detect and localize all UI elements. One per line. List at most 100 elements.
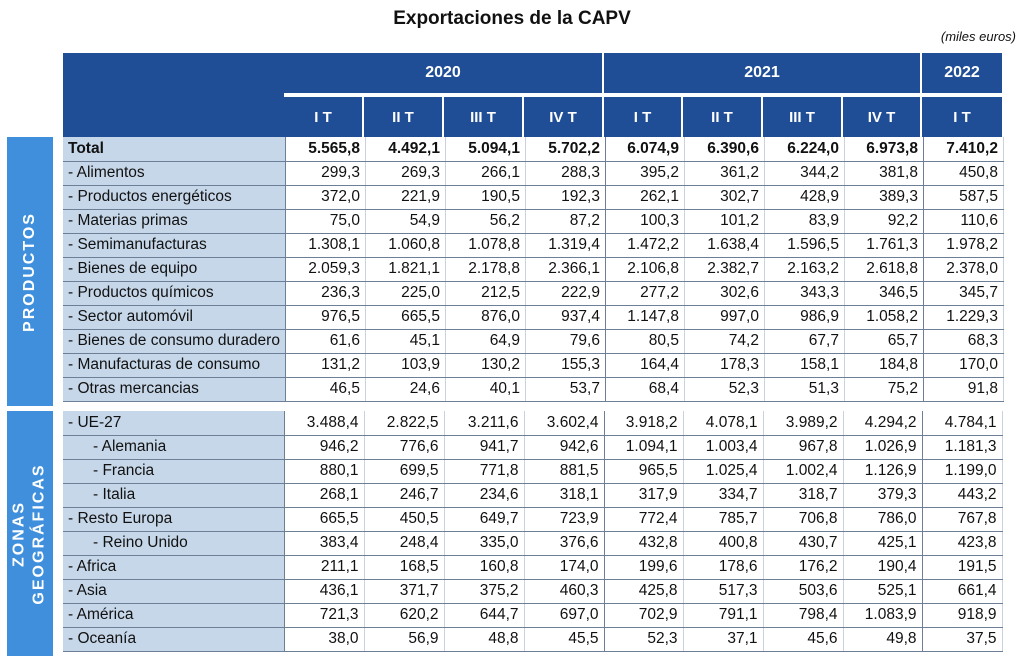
value-cell: 1.638,4 — [684, 233, 765, 258]
value-cell: 2.178,8 — [445, 257, 526, 282]
section-label-productos-text: PRODUCTOS — [21, 211, 38, 332]
quarter-header: II T — [364, 97, 444, 137]
value-cell: 158,1 — [764, 353, 845, 378]
value-cell: 56,9 — [364, 627, 445, 652]
value-cell: 92,2 — [844, 209, 924, 234]
row-label: - Manufacturas de consumo — [63, 353, 286, 378]
section-label-zonas-text: ZONAS GEOGRÁFICAS — [10, 463, 50, 604]
table-row: - Manufacturas de consumo 131,2 103,9 130,2… — [63, 353, 1004, 378]
value-cell: 1.181,3 — [922, 435, 1003, 460]
value-cell: 3.211,6 — [444, 411, 525, 436]
value-cell: 110,6 — [923, 209, 1004, 234]
value-cell: 40,1 — [445, 377, 526, 402]
value-cell: 318,1 — [524, 483, 605, 508]
value-cell: 190,4 — [843, 555, 923, 580]
quarter-header: III T — [444, 97, 524, 137]
value-cell: 786,0 — [843, 507, 923, 532]
value-cell: 381,8 — [844, 161, 924, 186]
value-cell: 269,3 — [365, 161, 446, 186]
value-cell: 881,5 — [524, 459, 605, 484]
value-cell: 937,4 — [525, 305, 606, 330]
table-row: - América 721,3 620,2 644,7 697,0 702,9 791,1 7… — [63, 603, 1003, 628]
value-cell: 946,2 — [284, 435, 365, 460]
value-cell: 190,5 — [445, 185, 526, 210]
value-cell: 221,9 — [365, 185, 446, 210]
row-label-text: - Otras mercancias — [68, 380, 199, 397]
row-label-text: - Asia — [68, 582, 107, 599]
row-label: - Francia — [63, 459, 285, 484]
value-cell: 450,8 — [923, 161, 1004, 186]
value-cell: 767,8 — [922, 507, 1003, 532]
value-cell: 2.366,1 — [525, 257, 606, 282]
value-cell: 176,2 — [763, 555, 844, 580]
value-cell: 101,2 — [684, 209, 765, 234]
value-cell: 2.822,5 — [364, 411, 445, 436]
quarter-header: II T — [683, 97, 763, 137]
value-cell: 997,0 — [684, 305, 765, 330]
value-cell: 52,3 — [684, 377, 765, 402]
value-cell: 699,5 — [364, 459, 445, 484]
row-label-text: - Productos químicos — [68, 284, 214, 301]
value-cell: 2.106,8 — [605, 257, 685, 282]
value-cell: 785,7 — [683, 507, 764, 532]
value-cell: 3.488,4 — [284, 411, 365, 436]
value-cell: 400,8 — [683, 531, 764, 556]
value-cell: 967,8 — [763, 435, 844, 460]
value-cell: 49,8 — [843, 627, 923, 652]
value-cell: 1.078,8 — [445, 233, 526, 258]
row-label-text: - Italia — [93, 486, 136, 503]
row-label: - Alemania — [63, 435, 285, 460]
value-cell: 941,7 — [444, 435, 525, 460]
row-label-text: - Oceanía — [68, 630, 137, 647]
value-cell: 199,6 — [604, 555, 684, 580]
value-cell: 46,5 — [285, 377, 366, 402]
value-cell: 771,8 — [444, 459, 525, 484]
value-cell: 54,9 — [365, 209, 446, 234]
table-row: - Bienes de equipo 2.059,3 1.821,1 2.178,8 2… — [63, 257, 1004, 282]
value-cell: 211,1 — [284, 555, 365, 580]
value-cell: 266,1 — [445, 161, 526, 186]
value-cell: 37,5 — [922, 627, 1003, 652]
value-cell: 6.224,0 — [764, 137, 845, 162]
row-label-text: - Alemania — [93, 438, 167, 455]
value-cell: 425,8 — [604, 579, 684, 604]
row-label-text: - Resto Europa — [68, 510, 173, 527]
row-label-text: - Bienes de equipo — [68, 260, 198, 277]
row-label-text: - Semimanufacturas — [68, 236, 207, 253]
row-label: - Bienes de equipo — [63, 257, 286, 282]
value-cell: 68,4 — [605, 377, 685, 402]
value-cell: 1.319,4 — [525, 233, 606, 258]
value-cell: 4.784,1 — [922, 411, 1003, 436]
value-cell: 38,0 — [284, 627, 365, 652]
value-cell: 5.702,2 — [525, 137, 606, 162]
value-cell: 644,7 — [444, 603, 525, 628]
table-row: - Francia 880,1 699,5 771,8 881,5 965,5 1.025,… — [63, 459, 1003, 484]
value-cell: 702,9 — [604, 603, 684, 628]
row-label: - Alimentos — [63, 161, 286, 186]
value-cell: 317,9 — [604, 483, 684, 508]
value-cell: 1.308,1 — [285, 233, 366, 258]
value-cell: 65,7 — [844, 329, 924, 354]
value-cell: 430,7 — [763, 531, 844, 556]
value-cell: 620,2 — [364, 603, 445, 628]
value-cell: 1.978,2 — [923, 233, 1004, 258]
value-cell: 721,3 — [284, 603, 365, 628]
value-cell: 436,1 — [284, 579, 365, 604]
table-row: - Productos químicos 236,3 225,0 212,5 222,9… — [63, 281, 1004, 306]
value-cell: 432,8 — [604, 531, 684, 556]
table-row: - Materias primas 75,0 54,9 56,2 87,2 100,3 10… — [63, 209, 1004, 234]
value-cell: 5.565,8 — [285, 137, 366, 162]
value-cell: 1.199,0 — [922, 459, 1003, 484]
unit-note: (miles euros) — [940, 29, 1016, 44]
value-cell: 1.058,2 — [844, 305, 924, 330]
table-row: - Oceanía 38,0 56,9 48,8 45,5 52,3 37,1 45,6 49,… — [63, 627, 1003, 652]
row-label-text: - Sector automóvil — [68, 308, 193, 325]
quarter-header: IV T — [524, 97, 604, 137]
value-cell: 880,1 — [284, 459, 365, 484]
table-row: - Italia 268,1 246,7 234,6 318,1 317,9 334,7 31… — [63, 483, 1003, 508]
row-label: - América — [63, 603, 285, 628]
value-cell: 665,5 — [284, 507, 365, 532]
value-cell: 1.596,5 — [764, 233, 845, 258]
value-cell: 335,0 — [444, 531, 525, 556]
year-header-2022: 2022 — [922, 53, 1002, 95]
